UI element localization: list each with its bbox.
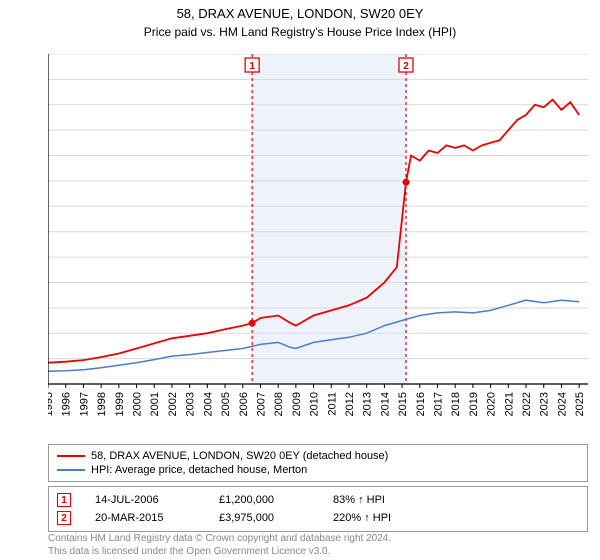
footer-line-1: Contains HM Land Registry data © Crown c… [48,532,588,545]
x-tick-label: 2003 [185,392,197,416]
x-tick-label: 2006 [238,392,250,416]
sale-marker: 1 [57,493,71,507]
x-tick-label: 2023 [539,392,551,416]
series-marker [249,320,256,327]
chart-plot-area: 12£0£500K£1M£1.5M£2M£2.5M£3M£3.5M£4M£4.5… [48,54,588,384]
sale-price: £1,200,000 [219,494,309,506]
chart-title: 58, DRAX AVENUE, LONDON, SW20 0EY [0,0,600,23]
sale-pct: 220% ↑ HPI [333,512,423,524]
x-tick-label: 1996 [61,392,73,416]
sale-price: £3,975,000 [219,512,309,524]
x-tick-label: 1995 [48,392,55,416]
x-tick-label: 2011 [326,392,338,416]
sale-date: 20-MAR-2015 [95,512,195,524]
x-tick-label: 2015 [397,392,409,416]
x-tick-label: 1999 [114,392,126,416]
x-tick-label: 2018 [450,392,462,416]
x-tick-label: 2009 [291,392,303,416]
sale-row: 1 14-JUL-2006 £1,200,000 83% ↑ HPI [57,491,579,509]
sale-pct: 83% ↑ HPI [333,494,423,506]
x-tick-label: 2019 [468,392,480,416]
x-tick-label: 2010 [309,392,321,416]
x-tick-label: 2001 [149,392,161,416]
legend-label: 58, DRAX AVENUE, LONDON, SW20 0EY (detac… [91,450,388,462]
x-tick-label: 2004 [202,392,214,416]
footer-attribution: Contains HM Land Registry data © Crown c… [48,532,588,558]
x-tick-label: 2021 [503,392,515,416]
x-tick-label: 2002 [167,392,179,416]
x-tick-label: 2005 [220,392,232,416]
x-tick-label: 2024 [556,392,568,416]
x-tick-label: 2025 [574,392,586,416]
event-marker-label: 2 [403,61,409,72]
legend-box: 58, DRAX AVENUE, LONDON, SW20 0EY (detac… [48,444,588,482]
series-marker [402,179,409,186]
x-tick-label: 2013 [362,392,374,416]
sale-row: 2 20-MAR-2015 £3,975,000 220% ↑ HPI [57,509,579,527]
sales-table: 1 14-JUL-2006 £1,200,000 83% ↑ HPI 2 20-MAR-2… [48,486,588,532]
chart-subtitle: Price paid vs. HM Land Registry's House … [0,23,600,43]
x-tick-label: 2022 [521,392,533,416]
x-tick-label: 2008 [273,392,285,416]
event-marker-label: 1 [249,61,255,72]
legend-label: HPI: Average price, detached house, Mert… [91,464,307,476]
shaded-band [252,54,406,384]
x-tick-label: 2017 [433,392,445,416]
x-tick-label: 1998 [96,392,108,416]
legend-swatch [57,455,85,457]
legend-item: 58, DRAX AVENUE, LONDON, SW20 0EY (detac… [57,449,579,463]
sale-marker: 2 [57,511,71,525]
legend-item: HPI: Average price, detached house, Mert… [57,463,579,477]
legend-swatch [57,469,85,471]
x-tick-label: 2007 [255,392,267,416]
x-tick-label: 2012 [344,392,356,416]
x-tick-label: 2014 [379,392,391,416]
x-tick-label: 1997 [78,392,90,416]
x-tick-label: 2020 [486,392,498,416]
sale-date: 14-JUL-2006 [95,494,195,506]
x-tick-label: 2000 [132,392,144,416]
footer-line-2: This data is licensed under the Open Gov… [48,545,588,558]
chart-svg: 12£0£500K£1M£1.5M£2M£2.5M£3M£3.5M£4M£4.5… [48,54,588,434]
x-tick-label: 2016 [415,392,427,416]
